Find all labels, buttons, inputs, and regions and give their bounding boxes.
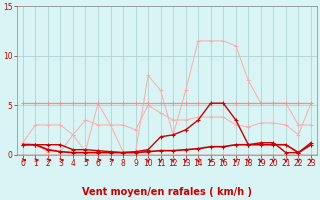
X-axis label: Vent moyen/en rafales ( km/h ): Vent moyen/en rafales ( km/h ) — [82, 187, 252, 197]
